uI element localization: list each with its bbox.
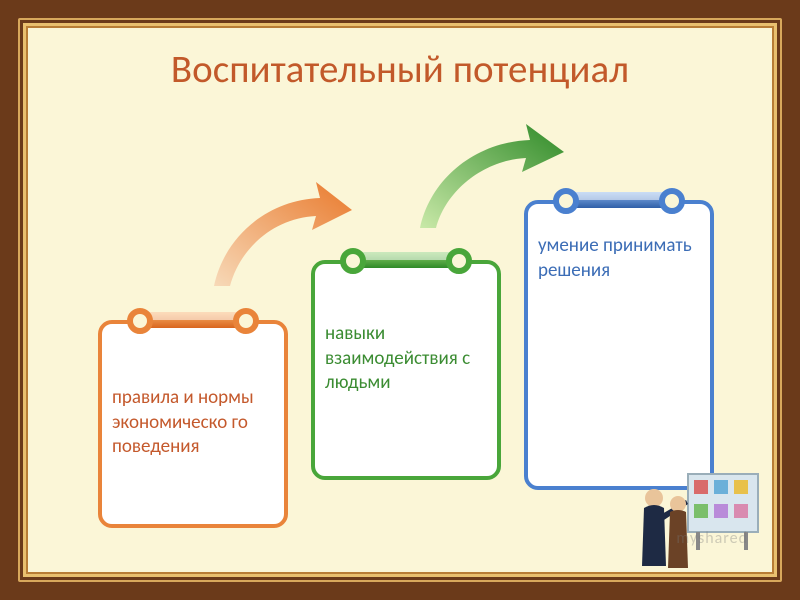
clip-assembly xyxy=(131,302,255,336)
clip-highlight xyxy=(567,192,671,200)
clip-ring-right xyxy=(446,248,472,274)
clipboard-rules-text: правила и нормы экономическо го поведени… xyxy=(112,386,274,460)
canvas-border-mid: Воспитательный потенциал правила и нормы… xyxy=(23,23,777,577)
clip-assembly xyxy=(557,182,681,216)
clipboard-rules: правила и нормы экономическо го поведени… xyxy=(98,320,288,528)
outer-frame: Воспитательный потенциал правила и нормы… xyxy=(0,0,800,600)
inner-frame: Воспитательный потенциал правила и нормы… xyxy=(18,18,782,582)
canvas-border-inner: Воспитательный потенциал правила и нормы… xyxy=(26,26,774,574)
clipboard-decisions: умение принимать решения xyxy=(524,200,714,490)
clip-ring-right xyxy=(659,188,685,214)
page-background: Воспитательный потенциал правила и нормы… xyxy=(28,28,772,572)
presenter-figures-icon xyxy=(632,470,762,580)
watermark-text: myshared xyxy=(676,529,748,548)
clip-highlight xyxy=(354,252,458,260)
clip-ring-right xyxy=(233,308,259,334)
slide-title: Воспитательный потенциал xyxy=(28,46,772,93)
clip-assembly xyxy=(344,242,468,276)
clip-ring-left xyxy=(127,308,153,334)
clipboard-decisions-text: умение принимать решения xyxy=(538,234,700,283)
clip-ring-left xyxy=(340,248,366,274)
clipboard-skills: навыки взаимодействия с людьми xyxy=(311,260,501,480)
clip-highlight xyxy=(141,312,245,320)
clipboard-skills-text: навыки взаимодействия с людьми xyxy=(325,322,487,396)
clip-ring-left xyxy=(553,188,579,214)
